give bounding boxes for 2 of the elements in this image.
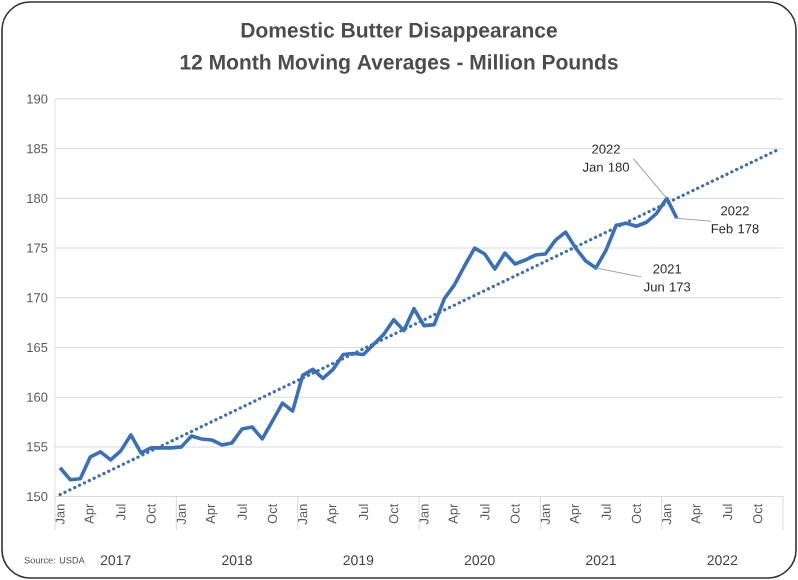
chart-subtitle: 12 Month Moving Averages - Million Pounds bbox=[180, 54, 618, 74]
chart-title: Domestic Butter Disappearance bbox=[241, 22, 557, 42]
